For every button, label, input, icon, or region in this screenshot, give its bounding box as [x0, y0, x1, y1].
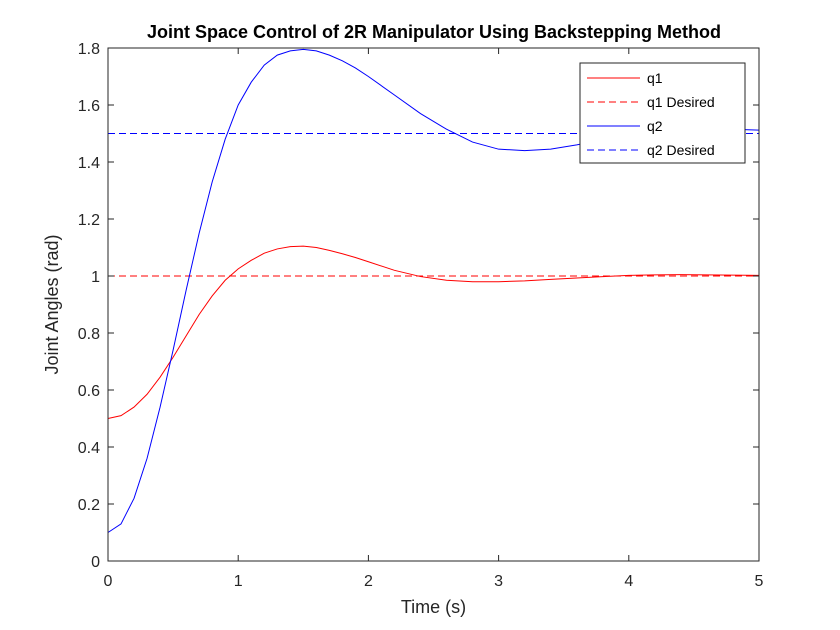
- y-tick-label: 1: [91, 269, 100, 286]
- y-tick-label: 0.4: [78, 440, 100, 457]
- legend-label-q2: q2: [647, 118, 663, 134]
- y-tick-label: 1.8: [78, 41, 100, 58]
- x-tick-label: 0: [104, 573, 113, 590]
- legend-label-q1-desired: q1 Desired: [647, 94, 715, 110]
- x-tick-label: 5: [755, 573, 764, 590]
- x-axis-label: Time (s): [401, 597, 466, 617]
- y-tick-label: 0.8: [78, 326, 100, 343]
- y-tick-label: 1.4: [78, 155, 100, 172]
- x-tick-label: 2: [364, 573, 373, 590]
- x-axis-ticks: 0 1 2 3 4 5: [104, 48, 764, 590]
- y-tick-label: 1.2: [78, 212, 100, 229]
- y-tick-label: 0: [91, 554, 100, 571]
- legend-box: [579, 62, 746, 164]
- x-tick-label: 1: [234, 573, 243, 590]
- y-tick-label: 0.2: [78, 497, 100, 514]
- y-tick-label: 1.6: [78, 98, 100, 115]
- chart-title: Joint Space Control of 2R Manipulator Us…: [147, 22, 721, 42]
- legend-label-q1: q1: [647, 70, 663, 86]
- x-tick-label: 4: [624, 573, 633, 590]
- y-tick-label: 0.6: [78, 383, 100, 400]
- y-axis-ticks: 0 0.2 0.4 0.6 0.8 1 1.2 1.4 1.6 1.8: [78, 41, 759, 571]
- plot-frame: [107, 47, 760, 562]
- x-tick-label: 3: [494, 573, 503, 590]
- y-axis-label: Joint Angles (rad): [42, 234, 62, 374]
- legend-label-q2-desired: q2 Desired: [647, 142, 715, 158]
- legend: q1 q1 Desired q2 q2 Desired: [579, 62, 746, 164]
